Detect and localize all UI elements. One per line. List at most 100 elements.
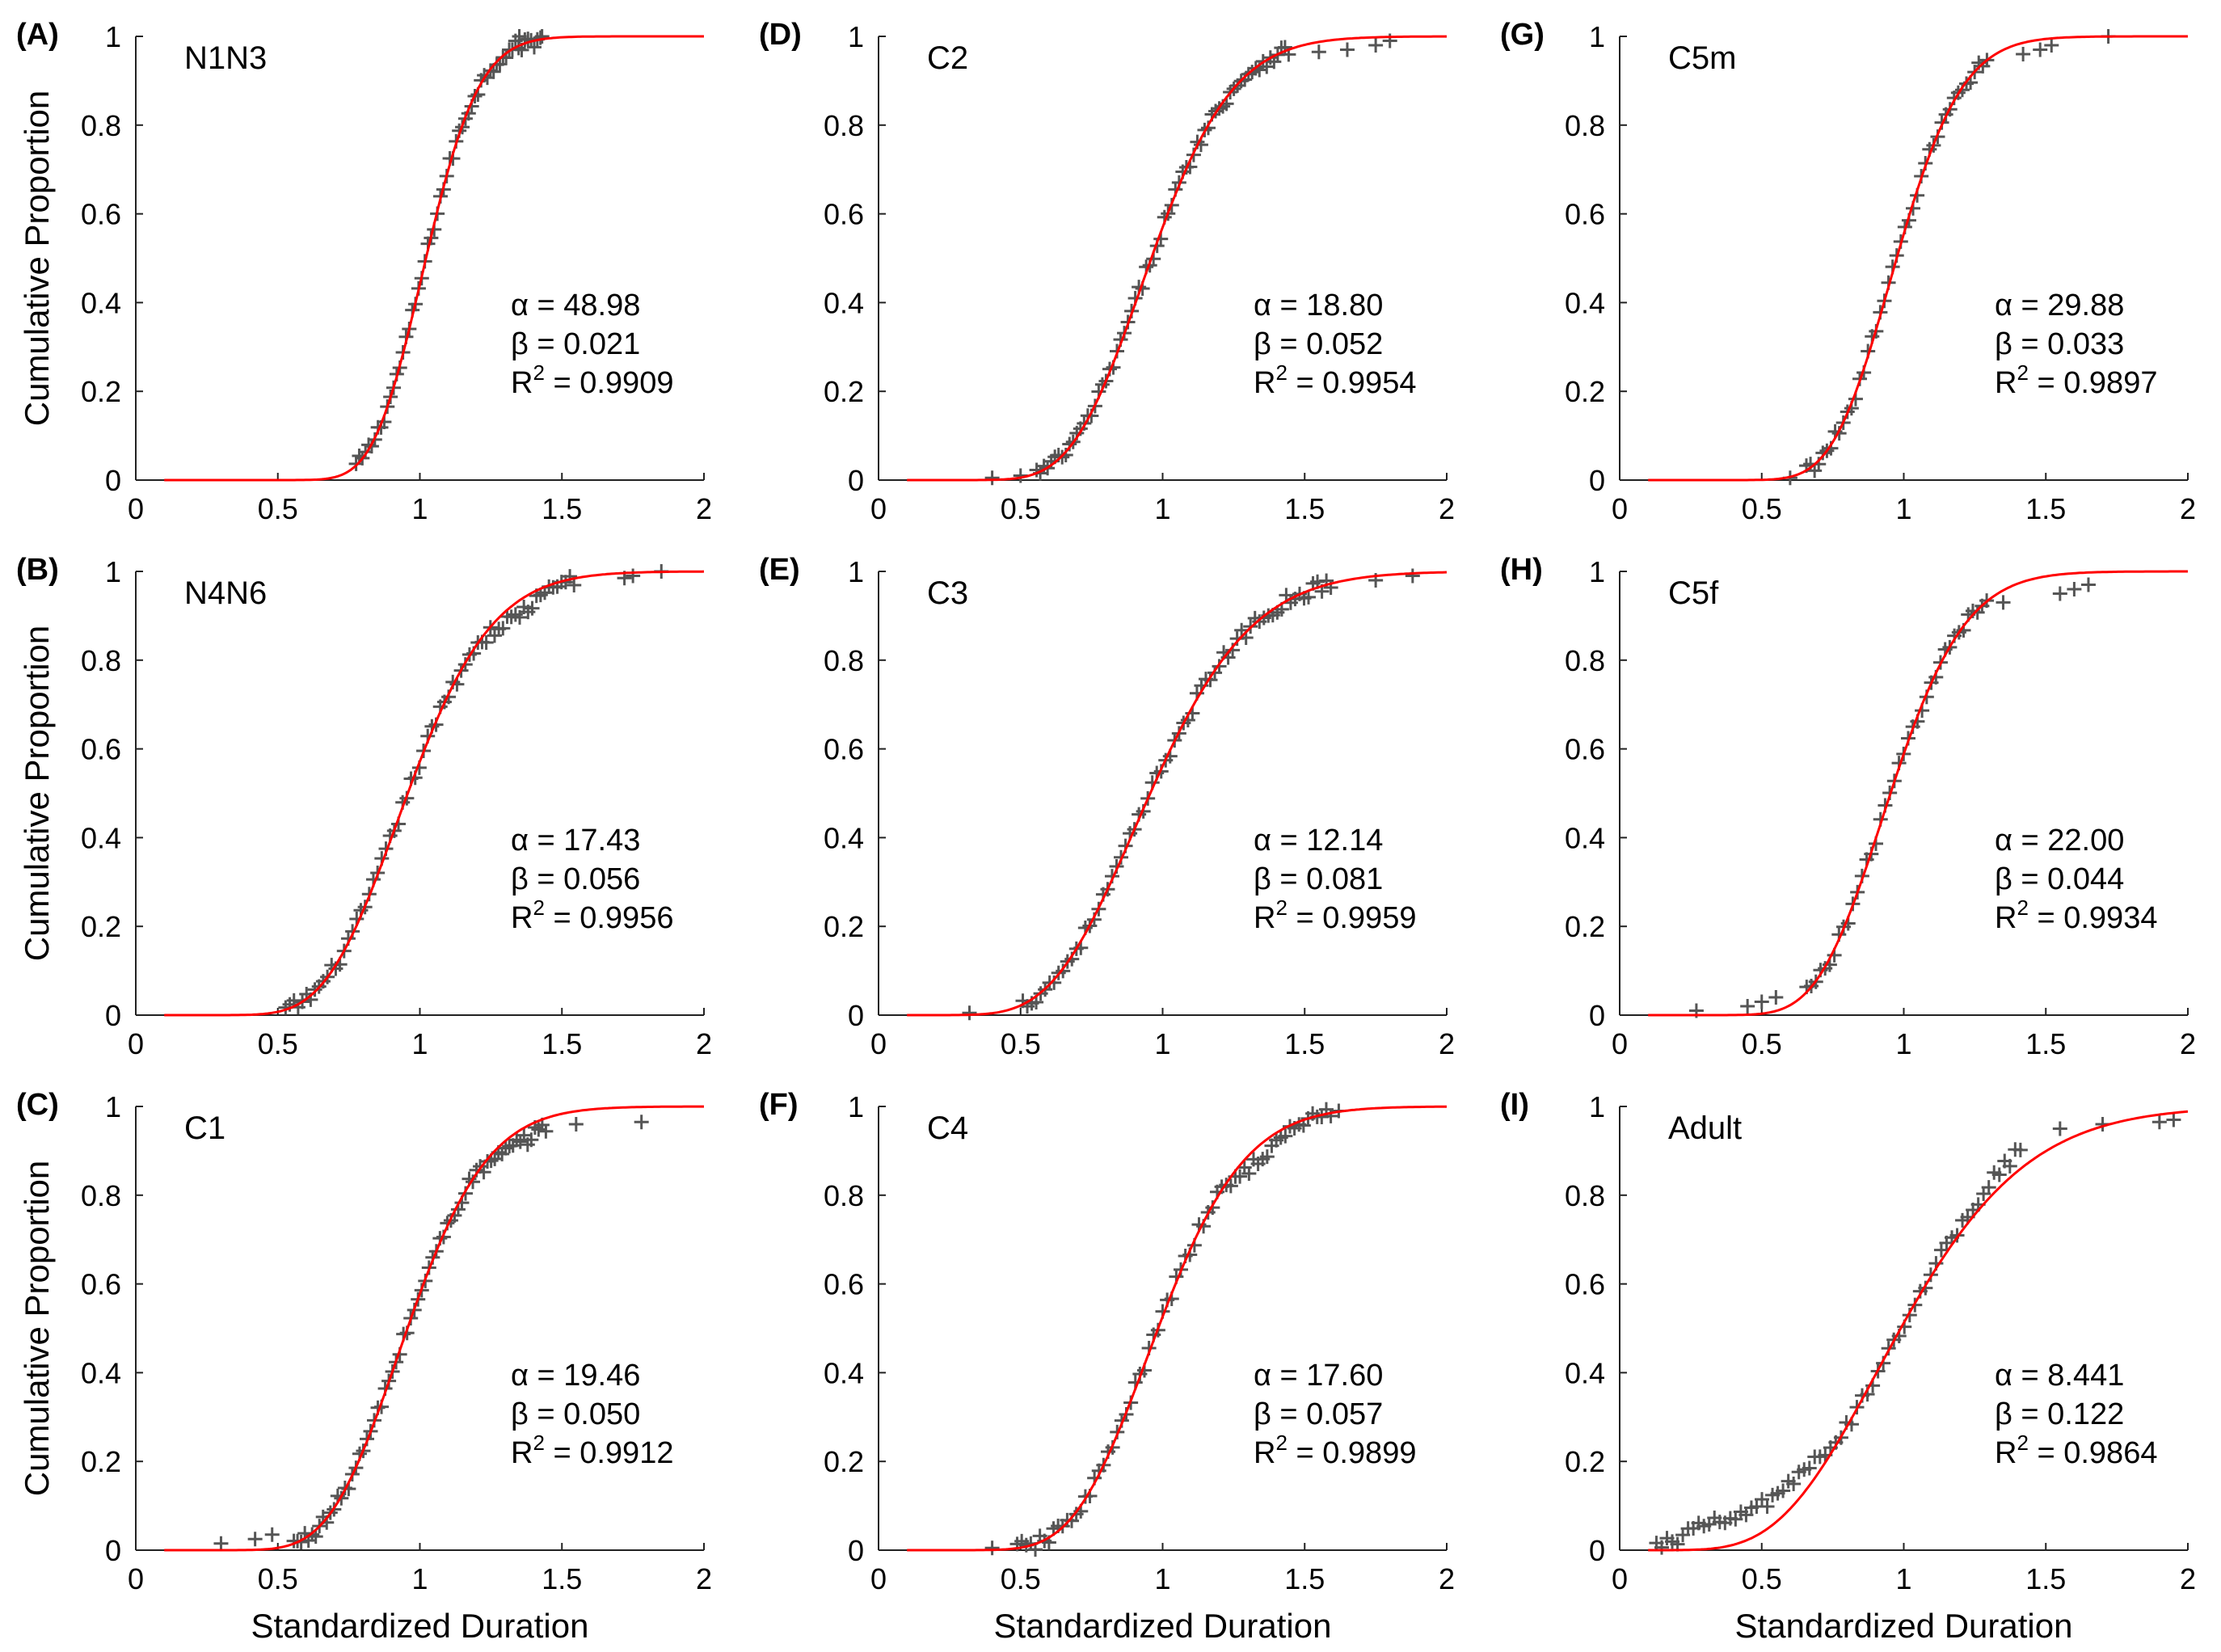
y-tick-label: 0.8 — [1565, 644, 1605, 677]
y-tick-label: 0.2 — [824, 375, 864, 408]
r2-stat: R2 = 0.9956 — [511, 896, 673, 935]
data-point — [1233, 1169, 1248, 1184]
data-point — [1368, 37, 1384, 53]
data-point — [563, 569, 578, 584]
data-point — [567, 577, 582, 592]
y-tick-label: 0 — [1589, 464, 1605, 497]
x-tick-label: 1.5 — [1284, 1562, 1325, 1595]
data-point — [1259, 59, 1275, 74]
x-tick-label: 1 — [1895, 1562, 1911, 1595]
data-point — [1212, 659, 1227, 674]
data-point — [247, 1532, 263, 1547]
x-tick-label: 2 — [696, 492, 712, 525]
y-tick-label: 0.8 — [81, 109, 121, 142]
y-tick-label: 0.4 — [81, 1356, 121, 1389]
data-markers — [1782, 29, 2116, 486]
data-point — [534, 29, 550, 44]
panel-n1n3: 0 0.5 1 1.5 2 0 0.2 0.4 0.6 0.8 1 (A) N1N3 Cumulative… — [16, 18, 712, 525]
data-point — [1981, 1180, 1996, 1195]
panel-c2: 0 0.5 1 1.5 2 0 0.2 0.4 0.6 0.8 1 (D) C2 α = 18.80 β =… — [759, 18, 1455, 525]
x-tick-label: 1.5 — [2025, 1027, 2066, 1060]
x-tick-label: 2 — [2180, 1027, 2196, 1060]
x-tick-label: 0 — [128, 1562, 144, 1595]
y-axis-label: Cumulative Proportion — [18, 91, 56, 427]
data-markers — [213, 1115, 649, 1551]
data-point — [2012, 1142, 2028, 1157]
panel-title: N1N3 — [184, 40, 267, 76]
x-tick-label: 1.5 — [542, 1562, 582, 1595]
data-point — [512, 609, 528, 625]
panel-c3: 0 0.5 1 1.5 2 0 0.2 0.4 0.6 0.8 1 (E) C3 α = 12.14 β =… — [759, 553, 1455, 1060]
data-point — [1776, 1483, 1791, 1498]
x-tick-label: 2 — [696, 1562, 712, 1595]
alpha-stat: α = 22.00 — [1995, 824, 2124, 858]
panel-label: (G) — [1500, 18, 1545, 52]
beta-stat: β = 0.052 — [1254, 327, 1383, 361]
data-point — [634, 1115, 649, 1130]
x-tick-label: 1.5 — [542, 492, 582, 525]
y-tick-label: 1 — [105, 1090, 121, 1123]
x-tick-label: 0 — [128, 1027, 144, 1060]
r2-stat: R2 = 0.9897 — [1995, 360, 2157, 400]
data-point — [1278, 1128, 1293, 1144]
y-tick-label: 0 — [105, 999, 121, 1032]
panel-label: (B) — [16, 553, 59, 587]
y-axis-label: Cumulative Proportion — [18, 1161, 56, 1497]
x-tick-label: 0 — [128, 492, 144, 525]
x-tick-label: 1 — [1895, 492, 1911, 525]
alpha-stat: α = 19.46 — [511, 1359, 640, 1393]
y-tick-label: 0 — [105, 464, 121, 497]
panel-c4: 0 0.5 1 1.5 2 0 0.2 0.4 0.6 0.8 1 (F) C4 Standardized… — [759, 1088, 1455, 1645]
r2-stat: R2 = 0.9864 — [1995, 1431, 2157, 1470]
data-point — [1786, 1477, 1802, 1492]
x-tick-label: 0 — [870, 1562, 887, 1595]
alpha-stat: α = 12.14 — [1254, 824, 1383, 858]
x-tick-label: 2 — [1439, 1562, 1455, 1595]
y-tick-label: 0.2 — [824, 1445, 864, 1478]
data-point — [526, 40, 542, 55]
data-point — [1728, 1511, 1743, 1527]
y-tick-label: 0.8 — [824, 644, 864, 677]
x-tick-label: 1.5 — [542, 1027, 582, 1060]
data-point — [1802, 1460, 1817, 1476]
y-tick-label: 0.6 — [824, 198, 864, 231]
data-point — [2151, 1115, 2167, 1130]
y-tick-label: 0.2 — [81, 375, 121, 408]
data-point — [626, 568, 641, 584]
data-point — [308, 1529, 323, 1545]
x-tick-label: 2 — [2180, 1562, 2196, 1595]
y-tick-label: 0.6 — [81, 733, 121, 766]
data-point — [213, 1536, 229, 1551]
y-tick-label: 0.2 — [1565, 375, 1605, 408]
panel-c5f: 0 0.5 1 1.5 2 0 0.2 0.4 0.6 0.8 1 (H) C5f α = 22.00 β … — [1500, 553, 2196, 1060]
y-tick-label: 1 — [848, 1090, 864, 1123]
y-tick-label: 0.8 — [1565, 109, 1605, 142]
r2-stat: R2 = 0.9899 — [1254, 1431, 1416, 1470]
x-tick-label: 0 — [1612, 1562, 1628, 1595]
panel-title: C5f — [1668, 575, 1719, 611]
data-point — [1339, 42, 1355, 57]
panel-title: C4 — [927, 1110, 968, 1146]
panel-title: C1 — [184, 1110, 225, 1146]
y-tick-label: 0.6 — [1565, 1268, 1605, 1301]
data-markers — [1688, 577, 2096, 1018]
y-tick-label: 1 — [1589, 1090, 1605, 1123]
beta-stat: β = 0.050 — [511, 1397, 640, 1431]
x-tick-label: 1 — [1154, 1562, 1170, 1595]
x-tick-label: 0.5 — [1742, 1562, 1782, 1595]
y-tick-label: 0.6 — [824, 1268, 864, 1301]
fit-curve — [907, 1105, 1447, 1552]
panel-title: C5m — [1668, 40, 1736, 76]
panel-label: (I) — [1500, 1088, 1529, 1122]
data-point — [1918, 1280, 1933, 1296]
panel-label: (A) — [16, 18, 59, 52]
y-tick-label: 0.2 — [1565, 910, 1605, 943]
x-tick-label: 1 — [1895, 1027, 1911, 1060]
data-point — [1311, 44, 1326, 60]
x-tick-label: 1 — [411, 492, 428, 525]
x-tick-label: 0.5 — [258, 1027, 298, 1060]
x-tick-label: 0 — [1612, 492, 1628, 525]
data-point — [2002, 1158, 2017, 1174]
fit-curve — [1648, 570, 2188, 1017]
x-tick-label: 2 — [696, 1027, 712, 1060]
